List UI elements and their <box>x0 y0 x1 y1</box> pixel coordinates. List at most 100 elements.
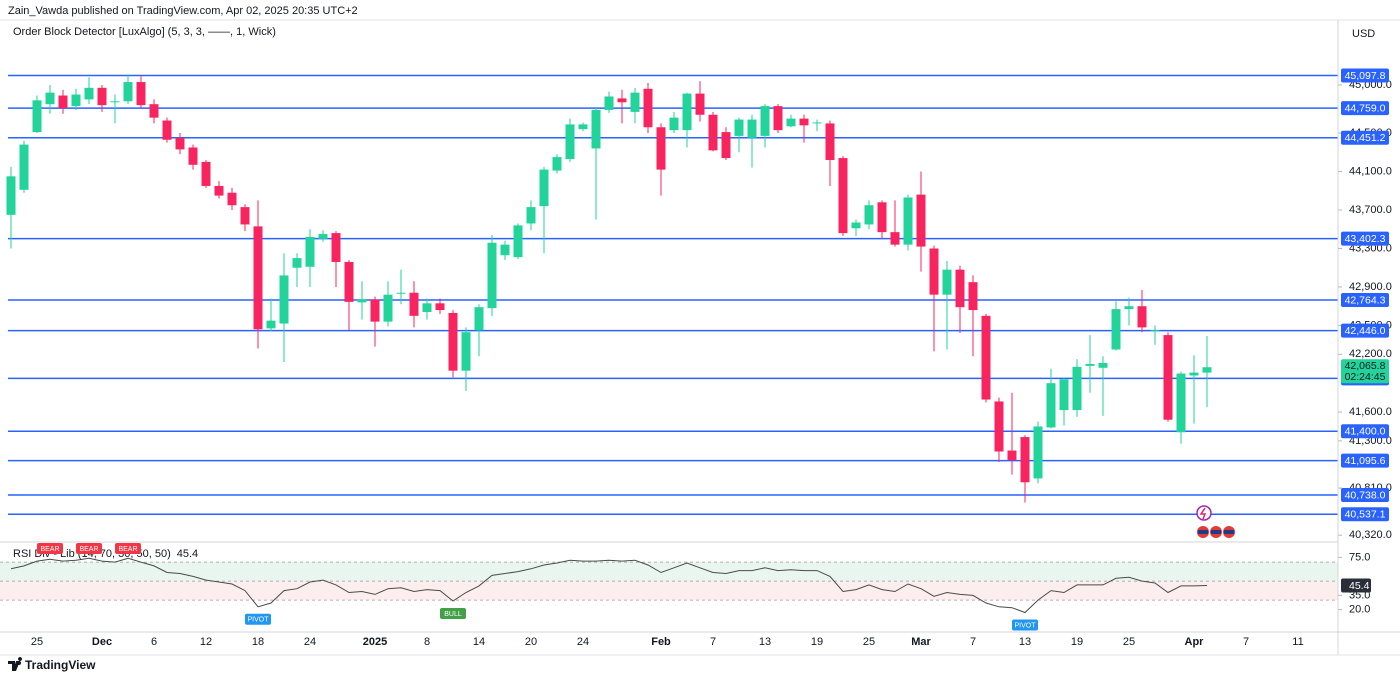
candle-body <box>617 98 627 103</box>
level-label-box <box>1341 487 1389 502</box>
candle-body <box>305 236 315 267</box>
level-label-box <box>1341 293 1389 308</box>
signal-label: BEAR <box>118 546 137 553</box>
level-label: 44,759.0 <box>1345 102 1386 114</box>
time-axis: 25 Dec 6 12 18 24 2025 8 14 20 24 Feb 7 13 19 25 Mar 7 13 1… <box>31 636 1304 648</box>
rsi-band <box>0 581 1338 601</box>
candle-body <box>916 194 926 247</box>
level-label-box <box>1341 130 1389 145</box>
candle-body <box>240 207 250 225</box>
signal-box <box>1012 619 1038 631</box>
candle-body <box>487 242 497 309</box>
candle-body <box>552 157 562 171</box>
candle-body <box>526 207 536 224</box>
level-label-box <box>1341 453 1389 468</box>
x-tick-label: 19 <box>1071 636 1083 648</box>
axis-labels: 45,097.8 44,759.0 44,451.2 43,402.3 42,764.3… <box>1341 68 1389 593</box>
candle-body <box>630 92 640 112</box>
candle-body <box>1124 306 1134 310</box>
x-tick-label: 25 <box>863 636 875 648</box>
candle-body <box>6 176 16 215</box>
candle-body <box>201 161 211 186</box>
x-tick-label: 25 <box>1123 636 1135 648</box>
y-tick-label: 44,100.0 <box>1349 165 1392 177</box>
rsi-tick-label: 20.0 <box>1349 604 1370 616</box>
candle-body <box>214 185 224 196</box>
candle-body <box>474 307 484 331</box>
x-tick-label: 11 <box>1292 636 1303 648</box>
level-label-box <box>1341 68 1389 83</box>
level-label: 45,097.8 <box>1345 70 1386 82</box>
candle-body <box>19 144 29 190</box>
x-tick-label: 7 <box>970 636 976 648</box>
x-tick-label: 13 <box>759 636 771 648</box>
x-tick-label: 12 <box>200 636 212 648</box>
candle-body <box>968 282 978 311</box>
x-tick-label: 8 <box>424 636 430 648</box>
signal-label: BEAR <box>79 546 98 553</box>
candle-body <box>786 118 796 127</box>
y-tick-label: 42,200.0 <box>1349 348 1392 360</box>
signal-box <box>440 608 466 620</box>
candle-body <box>149 104 159 118</box>
candle-body <box>422 303 432 312</box>
icon <box>1196 505 1212 521</box>
candle-body <box>981 315 991 400</box>
candle-body <box>1150 330 1160 332</box>
candle-body <box>1098 362 1108 368</box>
x-tick-label: 18 <box>252 636 264 648</box>
candle-body <box>1137 306 1147 328</box>
last-price-label: 42,065.8 <box>1345 360 1386 372</box>
candle-body <box>123 82 133 102</box>
candle-body <box>318 234 328 239</box>
candle-body <box>227 192 237 206</box>
rsi-band <box>0 562 1338 582</box>
candle-body <box>71 94 81 107</box>
level-label-box <box>1341 231 1389 246</box>
icon <box>1224 530 1234 534</box>
level-label-box <box>1341 507 1389 522</box>
logo-dot <box>17 661 21 665</box>
signal-box <box>115 543 141 554</box>
candle-body <box>773 106 783 131</box>
candle-body <box>110 101 120 103</box>
signal-box <box>37 543 63 554</box>
candle-body <box>1189 372 1199 376</box>
candle-body <box>409 292 419 316</box>
candle-body <box>942 269 952 295</box>
rsi-last-box <box>1341 578 1371 593</box>
y-tick-label: 41,600.0 <box>1349 406 1392 418</box>
candle-body <box>84 87 94 100</box>
last-price-box <box>1341 359 1389 384</box>
price-axis: 45,000.044,500.044,100.043,700.043,300.0… <box>1338 79 1392 616</box>
currency: USD <box>1352 28 1375 40</box>
signal-label: BEAR <box>40 546 59 553</box>
rsi-background <box>0 561 1338 601</box>
candle-body <box>1059 379 1069 411</box>
candle-body <box>903 197 913 245</box>
candle-body <box>812 122 822 124</box>
candle-body <box>955 269 965 308</box>
level-label: 42,764.3 <box>1345 294 1386 306</box>
x-tick-label: Dec <box>92 636 112 648</box>
level-label: 40,738.0 <box>1345 489 1386 501</box>
rsi-pane: RSI Div - Lib (14, 70, 30, 50, 50)45.4BE… <box>10 543 1208 631</box>
level-label: 40,537.1 <box>1345 509 1386 521</box>
level-label: 41,400.0 <box>1345 426 1386 438</box>
candle-body <box>448 312 458 371</box>
candle-body <box>747 119 757 138</box>
candle-body <box>97 87 107 106</box>
logo-mark <box>8 657 23 671</box>
candle-body <box>825 123 835 160</box>
candle-body <box>279 275 289 324</box>
candle-body <box>1072 366 1082 411</box>
x-tick-label: 14 <box>473 636 485 648</box>
rsi-line <box>10 557 1208 614</box>
candles <box>6 74 1212 503</box>
candle-body <box>175 137 185 150</box>
candle-body <box>591 109 601 149</box>
x-tick-label: Apr <box>1185 636 1205 648</box>
level-label: 42,446.0 <box>1345 325 1386 337</box>
